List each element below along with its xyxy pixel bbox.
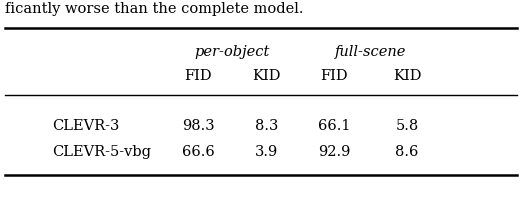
Text: 66.1: 66.1 [318,119,350,133]
Text: 98.3: 98.3 [182,119,215,133]
Text: FID: FID [185,69,212,83]
Text: per-object: per-object [195,45,270,59]
Text: 3.9: 3.9 [255,145,278,159]
Text: FID: FID [321,69,348,83]
Text: ficantly worse than the complete model.: ficantly worse than the complete model. [5,2,304,16]
Text: 66.6: 66.6 [182,145,215,159]
Text: KID: KID [393,69,421,83]
Text: 8.3: 8.3 [255,119,278,133]
Text: 92.9: 92.9 [318,145,350,159]
Text: 5.8: 5.8 [396,119,419,133]
Text: CLEVR-5-vbg: CLEVR-5-vbg [52,145,151,159]
Text: KID: KID [252,69,280,83]
Text: full-scene: full-scene [335,45,406,59]
Text: CLEVR-3: CLEVR-3 [52,119,120,133]
Text: 8.6: 8.6 [396,145,419,159]
